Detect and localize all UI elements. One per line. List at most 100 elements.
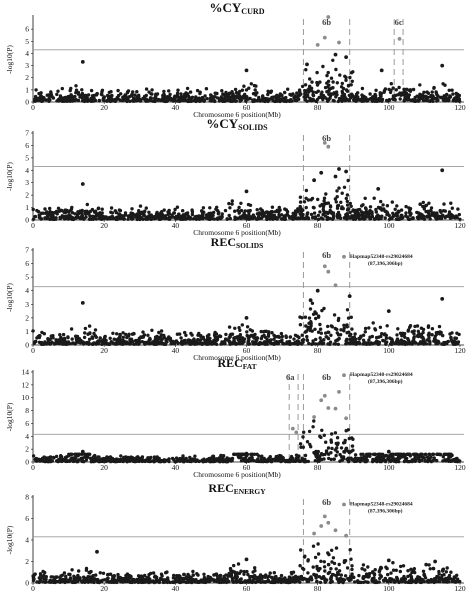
snp-point: [243, 456, 248, 460]
snp-point: [414, 577, 418, 581]
snp-point: [195, 88, 200, 93]
snp-point: [388, 577, 392, 581]
snp-point: [283, 90, 287, 95]
snp-point: [145, 579, 149, 584]
snp-peak-point: [433, 559, 437, 564]
x-tick-label: 0: [31, 346, 35, 355]
snp-point: [97, 339, 102, 343]
snp-point: [421, 335, 425, 339]
snp-point: [326, 201, 331, 205]
snp-point: [275, 217, 279, 221]
snp-point: [435, 458, 439, 463]
snp-point: [428, 579, 432, 583]
snp-point: [371, 95, 375, 99]
snp-point: [204, 216, 208, 220]
snp-point: [74, 334, 78, 338]
snp-point: [181, 579, 186, 584]
snp-point: [80, 211, 84, 216]
x-tick-label: 80: [314, 346, 322, 355]
snp-point: [70, 211, 75, 215]
snp-point: [98, 571, 103, 575]
snp-point: [175, 340, 179, 344]
snp-point: [117, 459, 122, 463]
snp-point: [315, 83, 320, 87]
snp-point: [446, 339, 450, 344]
snp-point: [335, 81, 339, 85]
snp-point: [94, 335, 99, 339]
snp-point: [233, 572, 238, 576]
snp-point: [347, 436, 351, 441]
snp-point: [38, 572, 43, 576]
snp-point: [135, 212, 139, 216]
snp-point: [421, 327, 426, 332]
snp-point: [327, 552, 331, 557]
snp-point: [60, 86, 64, 91]
snp-point: [431, 452, 435, 456]
snp-peak-point: [312, 531, 316, 536]
snp-point: [236, 562, 241, 566]
snp-point: [384, 336, 389, 340]
snp-peak-point: [95, 549, 99, 554]
snp-point: [188, 90, 193, 94]
snp-point: [389, 342, 393, 346]
snp-point: [31, 217, 36, 221]
snp-point: [204, 459, 208, 464]
snp-point: [130, 577, 135, 582]
snp-point: [75, 459, 79, 464]
snp-point: [42, 577, 47, 581]
snp-point: [302, 567, 306, 571]
snp-point: [121, 215, 125, 220]
snp-point: [233, 326, 237, 330]
snp-point: [272, 341, 276, 346]
snp-point: [207, 456, 211, 461]
snp-point: [393, 207, 397, 211]
snp-point: [347, 93, 351, 98]
snp-point: [131, 90, 135, 94]
snp-point: [303, 92, 307, 96]
snp-point: [298, 90, 302, 94]
snp-point: [437, 340, 441, 345]
snp-point: [396, 327, 400, 331]
snp-point: [232, 340, 236, 345]
snp-point: [441, 333, 445, 338]
snp-point: [301, 435, 305, 439]
snp-peak-point: [333, 52, 338, 57]
snp-point: [374, 210, 378, 214]
snp-point: [36, 210, 41, 214]
snp-point: [437, 579, 441, 583]
snp-point: [230, 199, 234, 203]
snp-point: [422, 456, 426, 460]
snp-point: [151, 215, 155, 219]
snp-point: [298, 216, 302, 220]
snp-point: [423, 204, 427, 208]
snp-point: [385, 324, 389, 328]
snp-point: [47, 342, 52, 346]
snp-point: [322, 457, 326, 461]
snp-point: [363, 217, 367, 221]
snp-point: [298, 323, 303, 327]
snp-point: [457, 97, 461, 101]
snp-point: [370, 579, 374, 583]
snp-point: [451, 99, 455, 103]
snp-point: [211, 458, 215, 462]
snp-peak-point: [315, 288, 320, 293]
y-axis-label: -log10(P): [5, 45, 14, 74]
snp-point: [67, 454, 71, 458]
snp-point: [327, 97, 331, 102]
snp-point: [396, 578, 400, 583]
snp-point: [365, 99, 370, 103]
snp-point: [175, 579, 179, 584]
snp-point: [443, 452, 448, 456]
snp-point: [146, 459, 150, 463]
region-label: 6b: [322, 133, 331, 143]
snp-point: [179, 92, 183, 96]
snp-point: [39, 91, 43, 95]
snp-point: [128, 99, 132, 104]
snp-point: [144, 93, 148, 98]
snp-point: [137, 216, 141, 220]
snp-point: [391, 97, 395, 102]
snp-point: [201, 206, 206, 210]
snp-point: [196, 333, 200, 337]
snp-point: [300, 338, 304, 343]
